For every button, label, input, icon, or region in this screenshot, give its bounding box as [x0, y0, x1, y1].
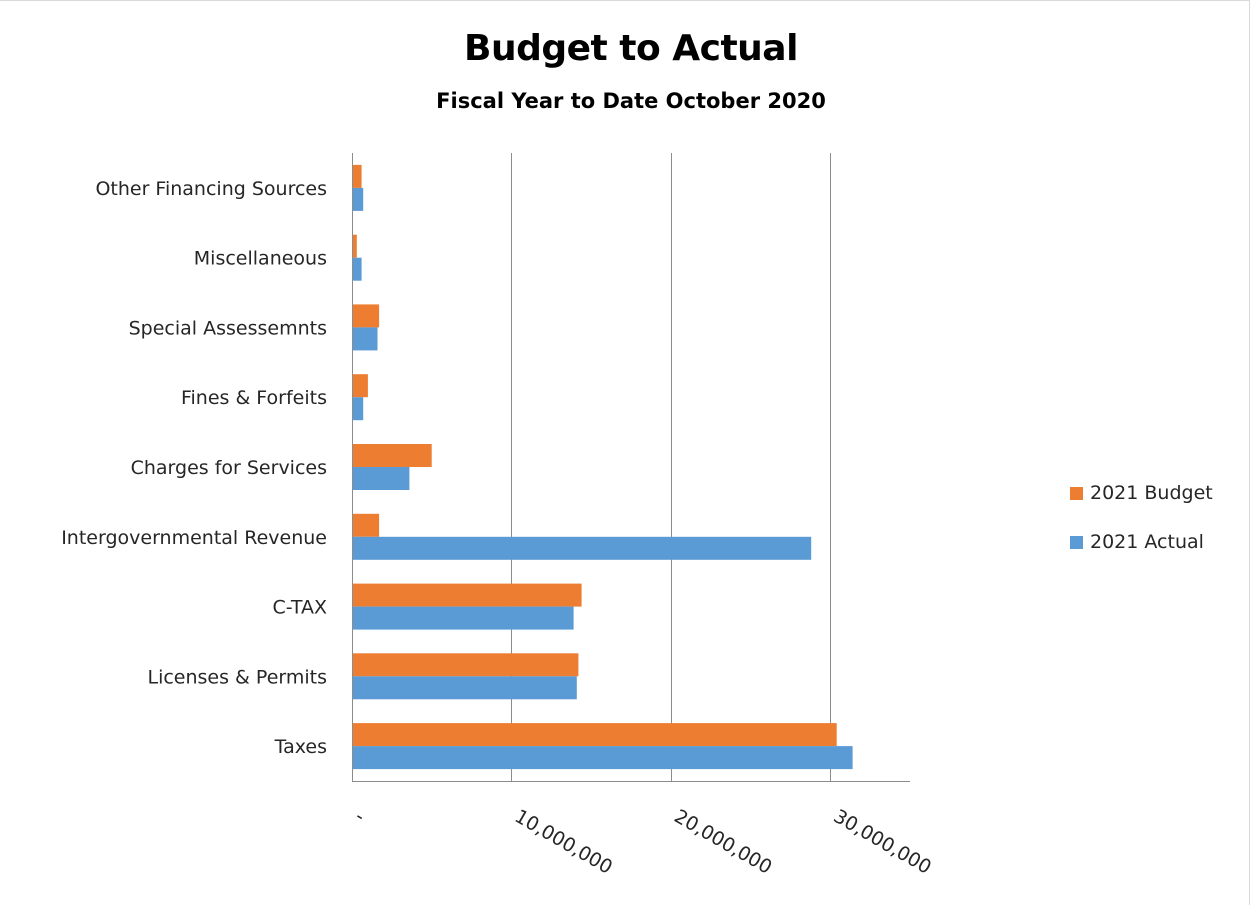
legend-item-budget: 2021 Budget — [1070, 480, 1245, 506]
category-label-8: Other Financing Sources — [95, 178, 327, 200]
bar-2021-actual-3 — [352, 536, 812, 560]
legend-label-budget: 2021 Budget — [1090, 482, 1213, 504]
legend-label-actual: 2021 Actual — [1090, 531, 1204, 553]
bar-2021-budget-6 — [352, 304, 380, 328]
chart-subtitle: Fiscal Year to Date October 2020 — [436, 89, 826, 113]
legend-item-actual: 2021 Actual — [1070, 529, 1245, 555]
bar-2021-budget-8 — [352, 164, 362, 188]
x-tick-label-3: 30,000,000 — [830, 805, 935, 878]
legend: 2021 Budget 2021 Actual — [1070, 480, 1245, 578]
category-label-3: Intergovernmental Revenue — [61, 527, 327, 549]
category-label-7: Miscellaneous — [194, 248, 327, 270]
bar-2021-actual-8 — [352, 187, 364, 211]
x-tick-label-1: 10,000,000 — [511, 805, 616, 878]
legend-swatch-budget — [1070, 486, 1083, 500]
category-label-6: Special Assessemnts — [129, 317, 327, 339]
bar-2021-actual-4 — [352, 467, 410, 490]
bar-2021-actual-1 — [352, 676, 577, 700]
x-tick-label-2: 20,000,000 — [670, 805, 775, 878]
category-label-1: Licenses & Permits — [147, 666, 327, 688]
category-label-0: Taxes — [274, 736, 327, 758]
category-label-5: Fines & Forfeits — [181, 387, 327, 409]
category-label-4: Charges for Services — [131, 457, 327, 479]
bar-2021-budget-0 — [352, 723, 837, 747]
category-label-2: C-TAX — [272, 597, 327, 619]
bar-2021-actual-5 — [352, 397, 364, 421]
bar-2021-actual-2 — [352, 606, 574, 630]
bar-2021-budget-3 — [352, 513, 380, 537]
chart-title: Budget to Actual — [464, 28, 798, 69]
bar-2021-actual-6 — [352, 327, 378, 351]
bar-2021-budget-4 — [352, 444, 432, 467]
legend-swatch-actual — [1070, 535, 1083, 549]
bar-2021-budget-2 — [352, 583, 582, 607]
bar-2021-actual-0 — [352, 746, 853, 770]
bar-2021-budget-7 — [352, 234, 357, 258]
bar-2021-budget-1 — [352, 653, 579, 677]
bar-2021-actual-7 — [352, 257, 362, 281]
bar-2021-budget-5 — [352, 374, 368, 398]
x-tick-label-0: - — [352, 805, 369, 827]
